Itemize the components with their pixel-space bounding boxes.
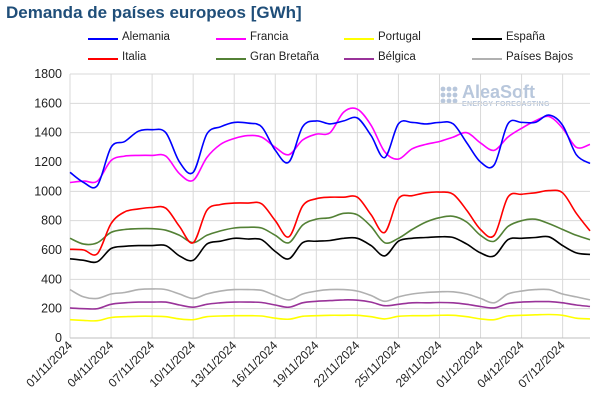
logo-tagline: ENERGY FORECASTING: [462, 101, 550, 108]
series-line-francia: [69, 107, 591, 184]
y-tick-label: 1600: [34, 96, 62, 110]
y-tick-label: 800: [41, 214, 62, 228]
series-line-espana: [69, 235, 591, 264]
series-line-portugal: [69, 313, 591, 322]
y-tick-label: 400: [41, 272, 62, 286]
y-tick-label: 1200: [34, 155, 62, 169]
legend-swatch: [344, 58, 374, 60]
legend-label: España: [506, 31, 546, 43]
series-line-belgica: [69, 299, 591, 310]
legend-swatch: [88, 58, 118, 60]
chart-title: Demanda de países europeos [GWh]: [6, 3, 302, 22]
legend-label: Italia: [122, 51, 147, 63]
series-line-alemania: [69, 114, 591, 189]
legend-swatch: [88, 38, 118, 40]
y-tick-label: 0: [55, 331, 62, 345]
series-line-italia: [69, 189, 591, 256]
legend-swatch: [216, 58, 246, 60]
legend-label: Bélgica: [378, 51, 416, 63]
legend-label: Portugal: [378, 31, 421, 43]
legend-label: Países Bajos: [506, 51, 574, 63]
legend-label: Alemania: [122, 31, 170, 43]
y-tick-label: 1000: [34, 184, 62, 198]
y-tick-label: 200: [41, 302, 62, 316]
logo-dots-icon: [440, 86, 458, 104]
legend-swatch: [344, 38, 374, 40]
legend-swatch: [472, 58, 502, 60]
legend-label: Gran Bretaña: [250, 51, 320, 63]
legend-swatch: [472, 38, 502, 40]
y-tick-label: 600: [41, 243, 62, 257]
series-line-gran-bretana: [69, 212, 591, 246]
y-tick-label: 1400: [34, 126, 62, 140]
series-line-paises-bajos: [69, 288, 591, 304]
y-tick-label: 1800: [34, 67, 62, 81]
legend-label: Francia: [250, 31, 289, 43]
legend: Alemania Francia Portugal España Italia Gran …: [0, 30, 600, 70]
legend-swatch: [216, 38, 246, 40]
